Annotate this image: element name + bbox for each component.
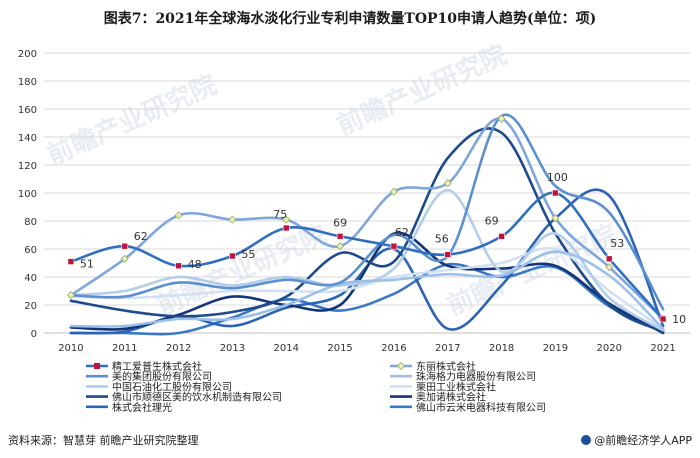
chart-title: 图表7：2021年全球海水淡化行业专利申请数量TOP10申请人趋势(单位：项) xyxy=(103,11,597,27)
legend-marker xyxy=(94,363,100,369)
data-label: 62 xyxy=(134,230,148,243)
legend-label: 栗田工业株式会社 xyxy=(416,380,496,393)
series-point-2 xyxy=(174,211,183,220)
legend-label: 美的集团股份有限公司 xyxy=(112,370,212,383)
source-note: 资料来源：智慧芽 前瞻产业研究院整理 xyxy=(8,434,199,447)
series-line-2 xyxy=(69,117,665,321)
x-tick-label: 2014 xyxy=(274,343,299,354)
series-point-1 xyxy=(498,233,505,240)
legend-label: 奥加诺株式会社 xyxy=(416,391,486,404)
series-line-3 xyxy=(69,113,665,311)
legend-label: 精工爱普生株式会社 xyxy=(112,360,202,373)
y-tick-label: 120 xyxy=(18,161,37,172)
series-point-2 xyxy=(443,179,452,188)
data-label: 69 xyxy=(333,216,347,229)
y-tick-label: 160 xyxy=(18,105,37,116)
y-tick-label: 0 xyxy=(31,329,37,340)
series-point-2 xyxy=(120,254,129,263)
data-label: 69 xyxy=(485,214,499,227)
x-tick-label: 2012 xyxy=(166,343,191,354)
series-line-8 xyxy=(69,231,665,335)
series-point-1 xyxy=(659,315,667,323)
legend-label: 东丽株式会社 xyxy=(416,360,476,373)
data-label: 55 xyxy=(241,248,255,261)
x-tick-label: 2017 xyxy=(435,343,460,354)
legend-label: 佛山市云米电器科技有限公司 xyxy=(416,401,546,414)
series-line-6 xyxy=(69,246,665,331)
series-point-1 xyxy=(282,224,290,232)
x-tick-label: 2016 xyxy=(381,343,406,354)
y-tick-label: 140 xyxy=(18,133,37,144)
series-point-1 xyxy=(175,262,182,270)
legend-label: 佛山市顺德区美的饮水机制造有限公司 xyxy=(112,391,282,404)
brand-text: @前瞻经济学人APP xyxy=(594,434,692,447)
x-tick-label: 2020 xyxy=(597,343,622,354)
y-tick-label: 40 xyxy=(24,273,37,284)
data-label: 10 xyxy=(672,313,686,326)
brand-logo-icon xyxy=(581,435,592,445)
data-label: 75 xyxy=(273,208,287,221)
series-point-2 xyxy=(228,215,237,224)
line-chart: 0 20 40 60 80 100 120 140 160 180 200 2010 2011 2012 2… xyxy=(18,49,690,414)
series-point-1 xyxy=(552,189,559,197)
y-tick-label: 180 xyxy=(18,77,37,88)
series-point-1 xyxy=(605,255,613,263)
y-tick-label: 60 xyxy=(24,245,37,256)
x-tick-label: 2019 xyxy=(543,343,568,354)
x-tick-label: 2018 xyxy=(489,343,514,354)
series-point-2 xyxy=(66,291,75,300)
x-tick-label: 2010 xyxy=(58,343,83,354)
series-point-2 xyxy=(605,263,614,272)
series-point-1 xyxy=(229,252,236,260)
series-point-2 xyxy=(336,242,345,251)
data-label: 56 xyxy=(435,233,449,246)
series-line-5 xyxy=(69,188,665,332)
x-tick-label: 2011 xyxy=(112,343,137,354)
brand-note: @前瞻经济学人APP xyxy=(581,432,692,448)
x-tick-label: 2015 xyxy=(327,343,352,354)
series-point-1 xyxy=(336,233,344,240)
data-label: 51 xyxy=(80,258,94,271)
series-point-1 xyxy=(67,258,75,265)
series-point-2 xyxy=(389,187,398,196)
data-label: 100 xyxy=(547,171,568,184)
series-point-1 xyxy=(390,242,398,250)
x-tick-label: 2021 xyxy=(650,343,675,354)
data-label: 53 xyxy=(610,237,624,250)
series-point-2 xyxy=(282,215,291,224)
y-tick-label: 200 xyxy=(18,49,37,60)
legend-label: 珠海格力电器股份有限公司 xyxy=(416,370,536,383)
y-tick-label: 100 xyxy=(18,189,37,200)
series-line-7 xyxy=(69,127,665,333)
y-tick-label: 80 xyxy=(24,217,37,228)
series-point-2 xyxy=(551,214,560,223)
legend-label: 中国石油化工股份有限公司 xyxy=(112,380,232,393)
data-label: 62 xyxy=(395,226,409,239)
series-point-2 xyxy=(497,114,506,123)
series-line-10 xyxy=(69,262,665,336)
x-tick-label: 2013 xyxy=(220,343,245,354)
legend-marker xyxy=(396,361,406,371)
data-label: 48 xyxy=(188,258,202,271)
series-point-1 xyxy=(121,242,129,250)
series-line-4 xyxy=(69,250,665,331)
legend-label: 株式会社理光 xyxy=(112,401,172,414)
y-tick-label: 20 xyxy=(24,301,37,312)
series-point-1 xyxy=(444,251,452,258)
